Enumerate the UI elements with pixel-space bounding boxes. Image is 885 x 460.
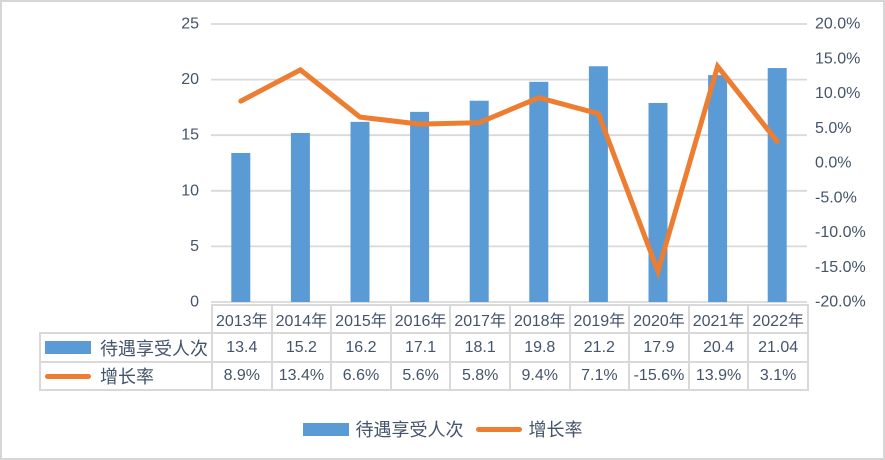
right-axis-tick-label: -5.0% xyxy=(815,189,857,206)
value-cell: -15.6% xyxy=(628,361,690,391)
chart-data-table: 2013年 2014年 2015年 2016年 2017年 2018年 2019年 2020年… xyxy=(39,304,809,391)
bar-series-swatch-icon xyxy=(302,422,349,436)
right-axis-tick-label: 20.0% xyxy=(815,16,860,33)
value-cell: 21.2 xyxy=(568,332,631,363)
year-header-cell: 2014年 xyxy=(270,304,333,334)
right-axis-tick-label: 5.0% xyxy=(815,120,851,137)
series-name-label: 待遇享受人次 xyxy=(100,338,208,359)
bar-2014年[interactable] xyxy=(290,132,310,302)
left-axis-tick-label: 25 xyxy=(181,16,199,33)
right-axis-tick-label: 0.0% xyxy=(815,155,851,172)
value-cell: 17.1 xyxy=(389,332,452,363)
series-name-label: 增长率 xyxy=(100,367,154,387)
year-header-cell: 2016年 xyxy=(389,304,452,334)
right-axis-tick-label: 10.0% xyxy=(815,85,860,102)
year-header-cell: 2018年 xyxy=(508,304,571,334)
value-cell: 13.9% xyxy=(687,361,750,391)
value-cell: 15.2 xyxy=(270,332,333,363)
year-header-cell: 2017年 xyxy=(449,304,511,334)
bar-2018年[interactable] xyxy=(529,81,549,302)
value-cell: 17.9 xyxy=(628,332,690,363)
left-axis-tick-label: 0 xyxy=(190,294,199,311)
year-header-cell: 2020年 xyxy=(628,304,690,334)
left-axis-tick-label: 20 xyxy=(181,71,199,88)
value-cell: 8.9% xyxy=(211,361,273,391)
table-corner-cell xyxy=(40,305,212,333)
value-cell: 18.1 xyxy=(449,332,511,363)
year-header-cell: 2015年 xyxy=(330,304,392,334)
left-axis-tick-label: 15 xyxy=(181,127,199,144)
left-axis-tick-label: 5 xyxy=(190,238,199,255)
bar-2019年[interactable] xyxy=(588,66,608,302)
value-cell: 3.1% xyxy=(747,361,809,391)
year-header-cell: 2021年 xyxy=(687,304,750,334)
legend-item-bar-series[interactable]: 待遇享受人次 xyxy=(302,416,464,442)
line-series-swatch-icon xyxy=(45,373,91,379)
value-cell: 20.4 xyxy=(687,332,750,363)
bar-2015年[interactable] xyxy=(350,121,370,302)
value-cell: 7.1% xyxy=(568,361,631,391)
value-cell: 21.04 xyxy=(747,332,809,363)
year-header-cell: 2022年 xyxy=(747,304,809,334)
value-cell: 13.4 xyxy=(211,332,273,363)
growth-rate-line[interactable] xyxy=(238,61,780,280)
value-cell: 13.4% xyxy=(270,361,333,391)
year-header-cell: 2019年 xyxy=(568,304,631,334)
legend-label-line-series: 增长率 xyxy=(528,420,583,440)
right-axis-tick-label: -15.0% xyxy=(815,259,866,276)
right-axis-tick-label: -10.0% xyxy=(815,224,866,241)
year-header-cell: 2013年 xyxy=(211,304,273,334)
left-axis-tick-label: 10 xyxy=(181,182,199,199)
series-label-inner: 待遇享受人次 xyxy=(42,335,210,360)
plot-area: 0 5 10 15 20 25 -20.0% -15.0% -10.0% -5.0% 0.0% 5.0… xyxy=(181,16,866,311)
value-cell: 19.8 xyxy=(508,332,571,363)
series-label-inner: 增长率 xyxy=(42,364,210,388)
bar-2016年[interactable] xyxy=(410,111,430,303)
bar-series-swatch-icon xyxy=(45,341,91,354)
value-cell: 5.8% xyxy=(449,361,511,391)
value-cell: 5.6% xyxy=(389,361,452,391)
series-label-cell: 增长率 xyxy=(39,361,213,391)
right-axis-tick-label: 15.0% xyxy=(815,50,860,67)
value-cell: 6.6% xyxy=(330,361,392,391)
bar-2017年[interactable] xyxy=(469,100,489,302)
series-label-cell: 待遇享受人次 xyxy=(39,332,213,363)
value-cell: 16.2 xyxy=(330,332,392,363)
value-cell: 9.4% xyxy=(508,361,571,391)
chart-legend: 待遇享受人次 增长率 xyxy=(2,416,883,442)
bar-2021年[interactable] xyxy=(708,75,728,302)
bar-2013年[interactable] xyxy=(231,152,251,302)
legend-item-line-series[interactable]: 增长率 xyxy=(475,416,583,442)
legend-label-bar-series: 待遇享受人次 xyxy=(355,420,464,440)
line-series-swatch-icon xyxy=(475,426,522,432)
bar-2022年[interactable] xyxy=(767,68,787,302)
right-axis-tick-label: -20.0% xyxy=(815,294,866,311)
